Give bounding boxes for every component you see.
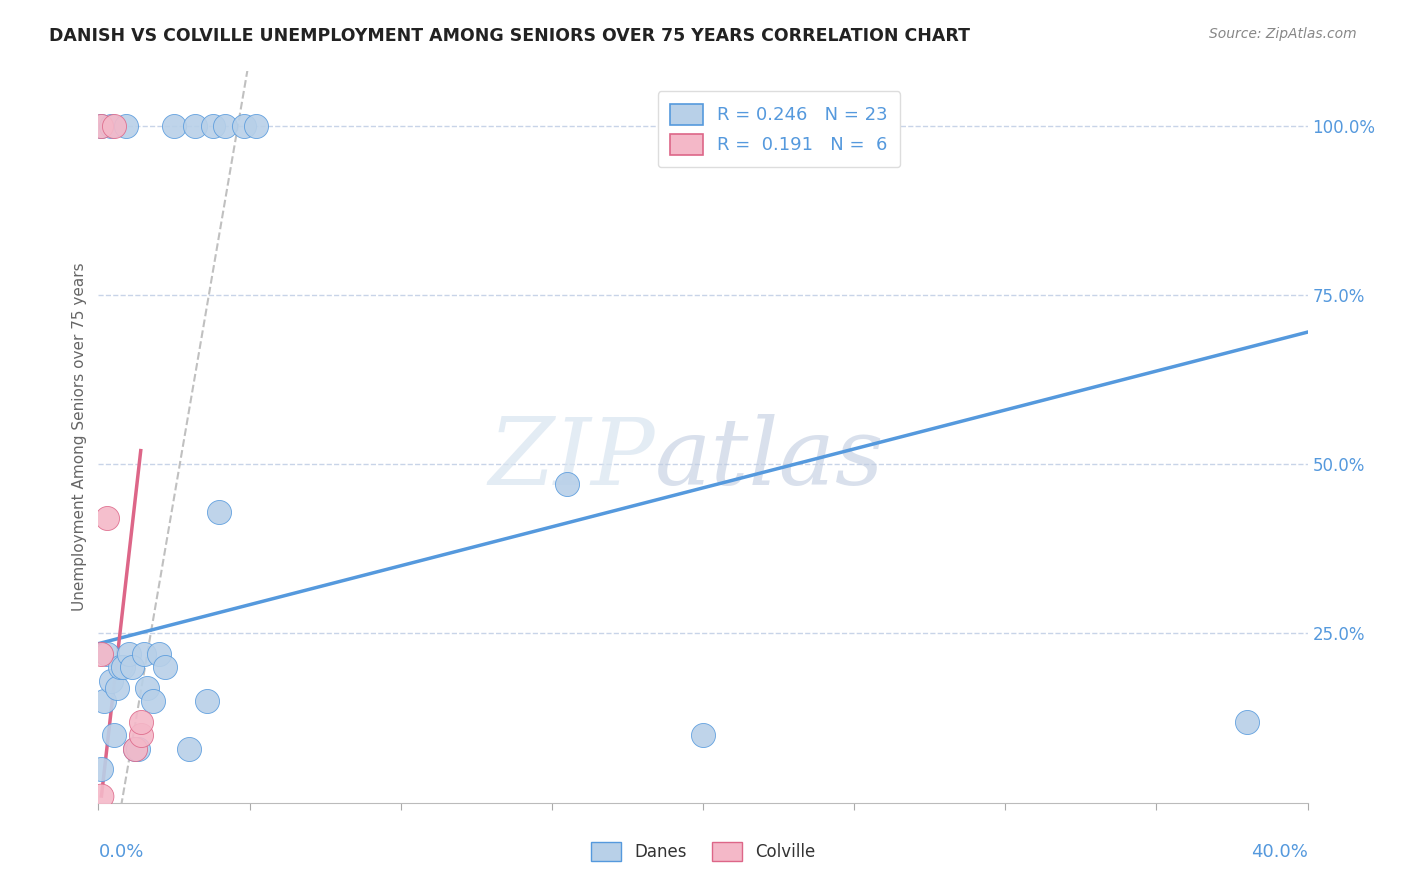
Point: [163, 119, 186, 133]
Point: [214, 119, 236, 133]
Point: [142, 694, 165, 708]
Point: [90, 119, 112, 133]
Point: [96, 647, 118, 661]
Point: [114, 119, 136, 133]
Point: [129, 714, 152, 729]
Point: [121, 660, 143, 674]
Point: [93, 694, 115, 708]
Point: [132, 647, 155, 661]
Point: [105, 681, 128, 695]
Point: [111, 660, 134, 674]
Text: 40.0%: 40.0%: [1251, 843, 1308, 861]
Text: Source: ZipAtlas.com: Source: ZipAtlas.com: [1209, 27, 1357, 41]
Point: [135, 681, 157, 695]
Point: [124, 741, 146, 756]
Point: [148, 647, 170, 661]
Point: [103, 119, 125, 133]
Point: [127, 741, 149, 756]
Point: [232, 119, 254, 133]
Point: [208, 505, 231, 519]
Point: [100, 673, 122, 688]
Point: [179, 741, 201, 756]
Point: [153, 660, 176, 674]
Point: [108, 660, 131, 674]
Point: [90, 647, 112, 661]
Text: atlas: atlas: [655, 414, 884, 504]
Point: [90, 762, 112, 776]
Point: [96, 511, 118, 525]
Point: [124, 741, 146, 756]
Y-axis label: Unemployment Among Seniors over 75 years: Unemployment Among Seniors over 75 years: [72, 263, 87, 611]
Point: [202, 119, 225, 133]
Text: DANISH VS COLVILLE UNEMPLOYMENT AMONG SENIORS OVER 75 YEARS CORRELATION CHART: DANISH VS COLVILLE UNEMPLOYMENT AMONG SE…: [49, 27, 970, 45]
Point: [692, 728, 714, 742]
Text: 0.0%: 0.0%: [98, 843, 143, 861]
Point: [129, 728, 152, 742]
Point: [555, 477, 578, 491]
Point: [118, 647, 141, 661]
Point: [90, 789, 112, 803]
Point: [103, 728, 125, 742]
Point: [100, 119, 122, 133]
Text: ZIP: ZIP: [488, 414, 655, 504]
Point: [245, 119, 267, 133]
Point: [1236, 714, 1258, 729]
Legend: Danes, Colville: Danes, Colville: [583, 835, 823, 868]
Point: [184, 119, 207, 133]
Point: [90, 119, 112, 133]
Point: [195, 694, 218, 708]
